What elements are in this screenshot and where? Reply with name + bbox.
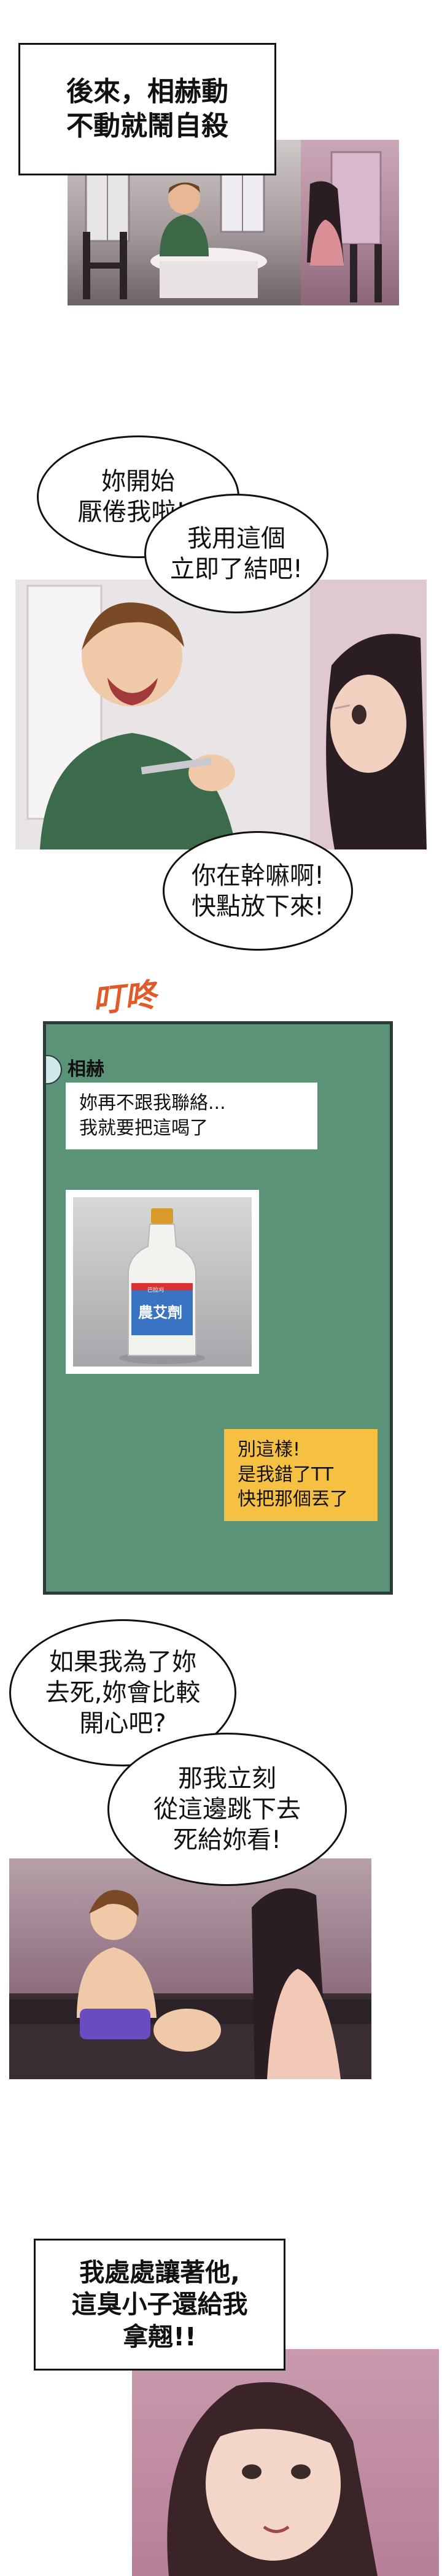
bubble-line: 開心吧? xyxy=(79,1709,166,1738)
bottle-label-main: 農艾劑 xyxy=(138,1304,182,1321)
bubble-line: 從這邊跳下去 xyxy=(153,1795,301,1823)
bottle-photo: 巴拉刈 農艾劑 xyxy=(66,1190,259,1374)
phone-chat-screen: 相赫 妳再不跟我聯絡... 我就要把這喝了 巴拉刈 農艾劑 別這樣! 是我錯了T… xyxy=(43,1021,393,1595)
bubble-line: 去死,妳會比較 xyxy=(45,1679,201,1707)
panel-bed-scene xyxy=(9,1858,371,2079)
bubble-line: 快點放下來! xyxy=(191,892,325,921)
notification-sfx: 叮咚 xyxy=(90,976,158,1021)
caption-line: 拿翹!! xyxy=(123,2321,196,2352)
bubble-line: 那我立刻 xyxy=(178,1765,276,1793)
knife-scene-illustration xyxy=(15,580,427,849)
narration-caption-1: 後來，相赫動 不動就鬧自殺 xyxy=(18,43,276,175)
panel-woman-closeup xyxy=(132,2349,439,2576)
bottle-label-top: 巴拉刈 xyxy=(147,1287,165,1294)
reply-line: 是我錯了TT xyxy=(238,1463,334,1485)
message-line: 妳再不跟我聯絡... xyxy=(79,1092,226,1114)
reply-line: 別這樣! xyxy=(238,1439,301,1460)
bubble-line: 你在幹嘛啊! xyxy=(191,861,325,890)
bubble-line: 如果我為了妳 xyxy=(49,1648,196,1676)
speech-bubble-man-2: 我用這個 立即了結吧! xyxy=(144,494,328,613)
woman-closeup-illustration xyxy=(167,2382,378,2576)
speech-bubble-woman-1: 你在幹嘛啊! 快點放下來! xyxy=(163,831,353,951)
caption-line: 我處處讓著他, xyxy=(79,2257,240,2287)
panel-knife-scene xyxy=(15,580,427,849)
bubble-line: 妳開始 xyxy=(101,467,175,496)
bed-scene-illustration xyxy=(9,1888,371,2079)
incoming-message: 妳再不跟我聯絡... 我就要把這喝了 xyxy=(66,1083,317,1149)
narration-caption-2: 我處處讓著他, 這臭小子還給我 拿翹!! xyxy=(34,2239,285,2371)
bubble-line: 死給妳看! xyxy=(173,1826,282,1854)
bubble-line: 立即了結吧! xyxy=(169,554,303,583)
contact-avatar xyxy=(46,1055,62,1084)
speech-bubble-man-4: 那我立刻 從這邊跳下去 死給妳看! xyxy=(107,1733,347,1886)
reply-line: 快把那個丟了 xyxy=(238,1489,348,1510)
caption-line: 這臭小子還給我 xyxy=(71,2290,248,2320)
poison-bottle-image xyxy=(119,1208,205,1364)
caption-line: 後來，相赫動 xyxy=(66,75,228,107)
contact-name: 相赫 xyxy=(68,1059,104,1080)
message-line: 我就要把這喝了 xyxy=(79,1117,208,1139)
caption-line: 不動就鬧自殺 xyxy=(66,110,228,142)
outgoing-message: 別這樣! 是我錯了TT 快把那個丟了 xyxy=(224,1429,378,1521)
bubble-line: 我用這個 xyxy=(187,524,285,553)
